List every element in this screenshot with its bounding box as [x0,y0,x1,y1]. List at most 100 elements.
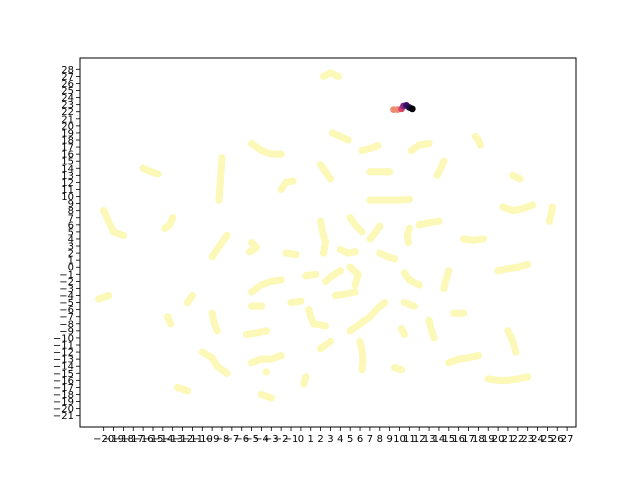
y-tick-label: 9 [68,199,74,210]
trail-point [297,297,305,305]
y-tick-label: 5 [68,227,74,238]
x-tick-label: −20 [93,434,114,445]
trail-series [331,288,359,300]
trail-point [210,318,218,326]
trail-point [346,327,354,335]
trail-point [354,270,362,278]
y-tick-label: −14 [53,362,74,373]
trail-series [407,139,433,155]
trail-series [509,171,524,183]
y-tick-label: 26 [61,79,74,90]
trail-point [292,250,300,259]
trail-series [247,302,266,310]
trail-point [430,334,438,342]
y-tick-label: −21 [53,411,74,422]
trail-point [104,291,113,300]
x-tick-label: 8 [377,434,383,445]
x-tick-label: −16 [133,434,154,445]
trail-point [282,249,290,257]
trail-point [216,182,224,190]
trail-series [317,337,335,353]
trail-point [267,277,275,285]
trail-point [247,288,256,296]
trail-series [445,352,482,367]
y-tick-label: 10 [61,192,74,203]
x-tick-label: 2 [317,434,323,445]
y-tick-label: −8 [59,319,74,330]
x-tick-label: 10 [393,434,406,445]
trail-point [405,195,413,203]
x-tick-label: 7 [367,434,373,445]
trail-point [119,231,127,240]
trail-point [516,175,524,183]
trail-point [450,309,458,317]
y-tick-label: −12 [53,348,74,359]
y-tick-label: −5 [59,298,74,309]
trail-point [317,217,325,225]
highlight-point [408,105,416,113]
trail-series [494,260,532,275]
trail-point [319,249,328,257]
trail-line [215,154,226,204]
x-tick-label: 11 [403,434,416,445]
trail-point [277,276,285,284]
trail-point [267,355,275,363]
trail-point [169,214,177,222]
trail-point [351,288,359,296]
trail-point [336,132,344,141]
trail-point [104,217,113,225]
trail-point [139,164,147,172]
y-tick-label: 7 [68,213,74,224]
trail-point [509,171,517,179]
trail-point [524,373,532,381]
trail-point [326,69,335,77]
trail-point [390,364,399,372]
trail-point [252,243,261,252]
trail-point [257,147,266,155]
trail-point [310,320,318,328]
trail-point [174,383,182,392]
trail-point [267,394,275,402]
trail-series [390,364,406,374]
trail-point [445,359,453,367]
trail-point [321,238,330,247]
trail-point [494,376,502,384]
trail-point [499,203,507,211]
x-tick-label: 12 [413,434,426,445]
trail-point [305,306,313,314]
trail-point [346,263,354,271]
trail-point [356,337,364,346]
trail-point [397,366,406,374]
trail-point [545,217,553,225]
x-tick-label: 6 [357,434,363,445]
trail-point [476,141,484,149]
trail-point [334,72,342,80]
trail-series [100,207,127,240]
trail-point [484,375,492,383]
trail-series [319,69,342,80]
trail-point [415,281,423,289]
y-tick-label: −15 [53,369,74,380]
trail-point [208,253,216,261]
trail-series [499,201,537,215]
x-tick-label: −7 [224,434,239,445]
trail-point [404,238,412,247]
trail-point [208,354,216,362]
trail-point [213,327,221,335]
trail-point [356,320,364,328]
trail-point [384,253,392,261]
x-tick-label: −1 [284,434,299,445]
trail-point [504,265,512,273]
trail-series [247,139,285,158]
trail-series [433,157,448,179]
x-tick-label: −3 [264,434,279,445]
trail-point [407,147,415,155]
trail-series [302,270,320,280]
x-tick-label: −10 [192,434,213,445]
trail-point [366,196,374,204]
trail-point [257,302,266,310]
trail-series [317,217,330,257]
trail-line [366,195,413,204]
trail-point [366,235,374,243]
trail-series [174,383,192,395]
